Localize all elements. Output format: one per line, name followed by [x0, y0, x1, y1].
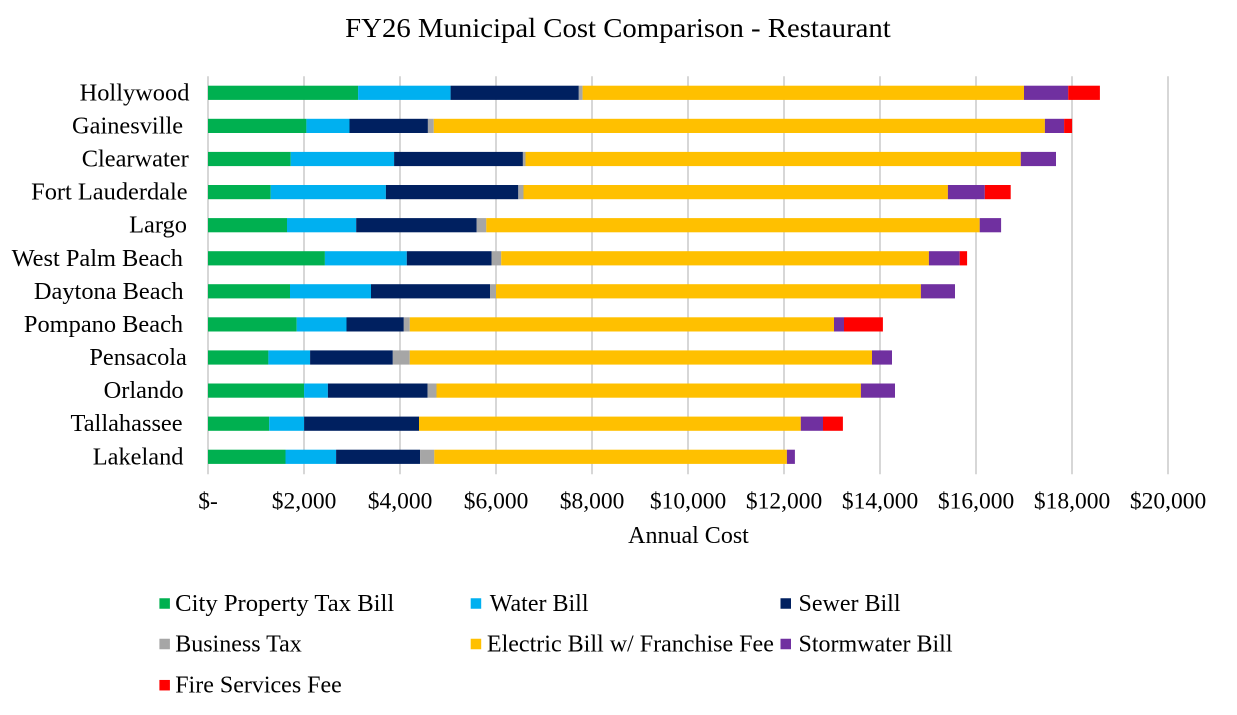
- svg-text:$8,000: $8,000: [560, 489, 625, 515]
- svg-text:$18,000: $18,000: [1034, 489, 1110, 515]
- svg-text:Largo: Largo: [129, 212, 187, 239]
- svg-text:$10,000: $10,000: [650, 489, 726, 515]
- svg-text:$6,000: $6,000: [464, 489, 529, 515]
- svg-text:Water Bill: Water Bill: [490, 591, 589, 617]
- svg-text:Daytona Beach: Daytona Beach: [34, 278, 184, 305]
- svg-text:Fire Services Fee: Fire Services Fee: [175, 673, 342, 699]
- svg-text:Clearwater: Clearwater: [82, 146, 189, 173]
- svg-text:Sewer Bill: Sewer Bill: [799, 591, 901, 617]
- svg-text:Hollywood: Hollywood: [80, 79, 190, 106]
- svg-text:Tallahassee: Tallahassee: [71, 410, 183, 437]
- svg-text:$20,000: $20,000: [1130, 489, 1206, 515]
- svg-text:Pensacola: Pensacola: [89, 344, 187, 371]
- svg-text:Gainesville: Gainesville: [72, 112, 183, 139]
- svg-text:$2,000: $2,000: [272, 489, 337, 515]
- svg-text:$16,000: $16,000: [938, 489, 1014, 515]
- svg-text:Stormwater Bill: Stormwater Bill: [799, 632, 953, 658]
- svg-text:$4,000: $4,000: [368, 489, 433, 515]
- svg-text:Electric Bill w/ Franchise Fee: Electric Bill w/ Franchise Fee: [487, 632, 774, 658]
- svg-text:FY26 Municipal Cost Comparison: FY26 Municipal Cost Comparison - Restaur…: [345, 12, 891, 43]
- svg-text:$12,000: $12,000: [746, 489, 822, 515]
- svg-text:Annual Cost: Annual Cost: [628, 523, 749, 549]
- svg-text:Orlando: Orlando: [104, 377, 184, 404]
- svg-text:Business Tax: Business Tax: [175, 632, 302, 658]
- svg-text:Lakeland: Lakeland: [93, 443, 184, 470]
- svg-text:$-: $-: [198, 489, 218, 515]
- svg-text:Pompano Beach: Pompano Beach: [24, 311, 183, 338]
- svg-text:Fort Lauderdale: Fort Lauderdale: [31, 179, 187, 206]
- svg-text:West Palm Beach: West Palm Beach: [12, 245, 183, 272]
- svg-text:$14,000: $14,000: [842, 489, 918, 515]
- svg-text:City Property Tax Bill: City Property Tax Bill: [175, 591, 394, 617]
